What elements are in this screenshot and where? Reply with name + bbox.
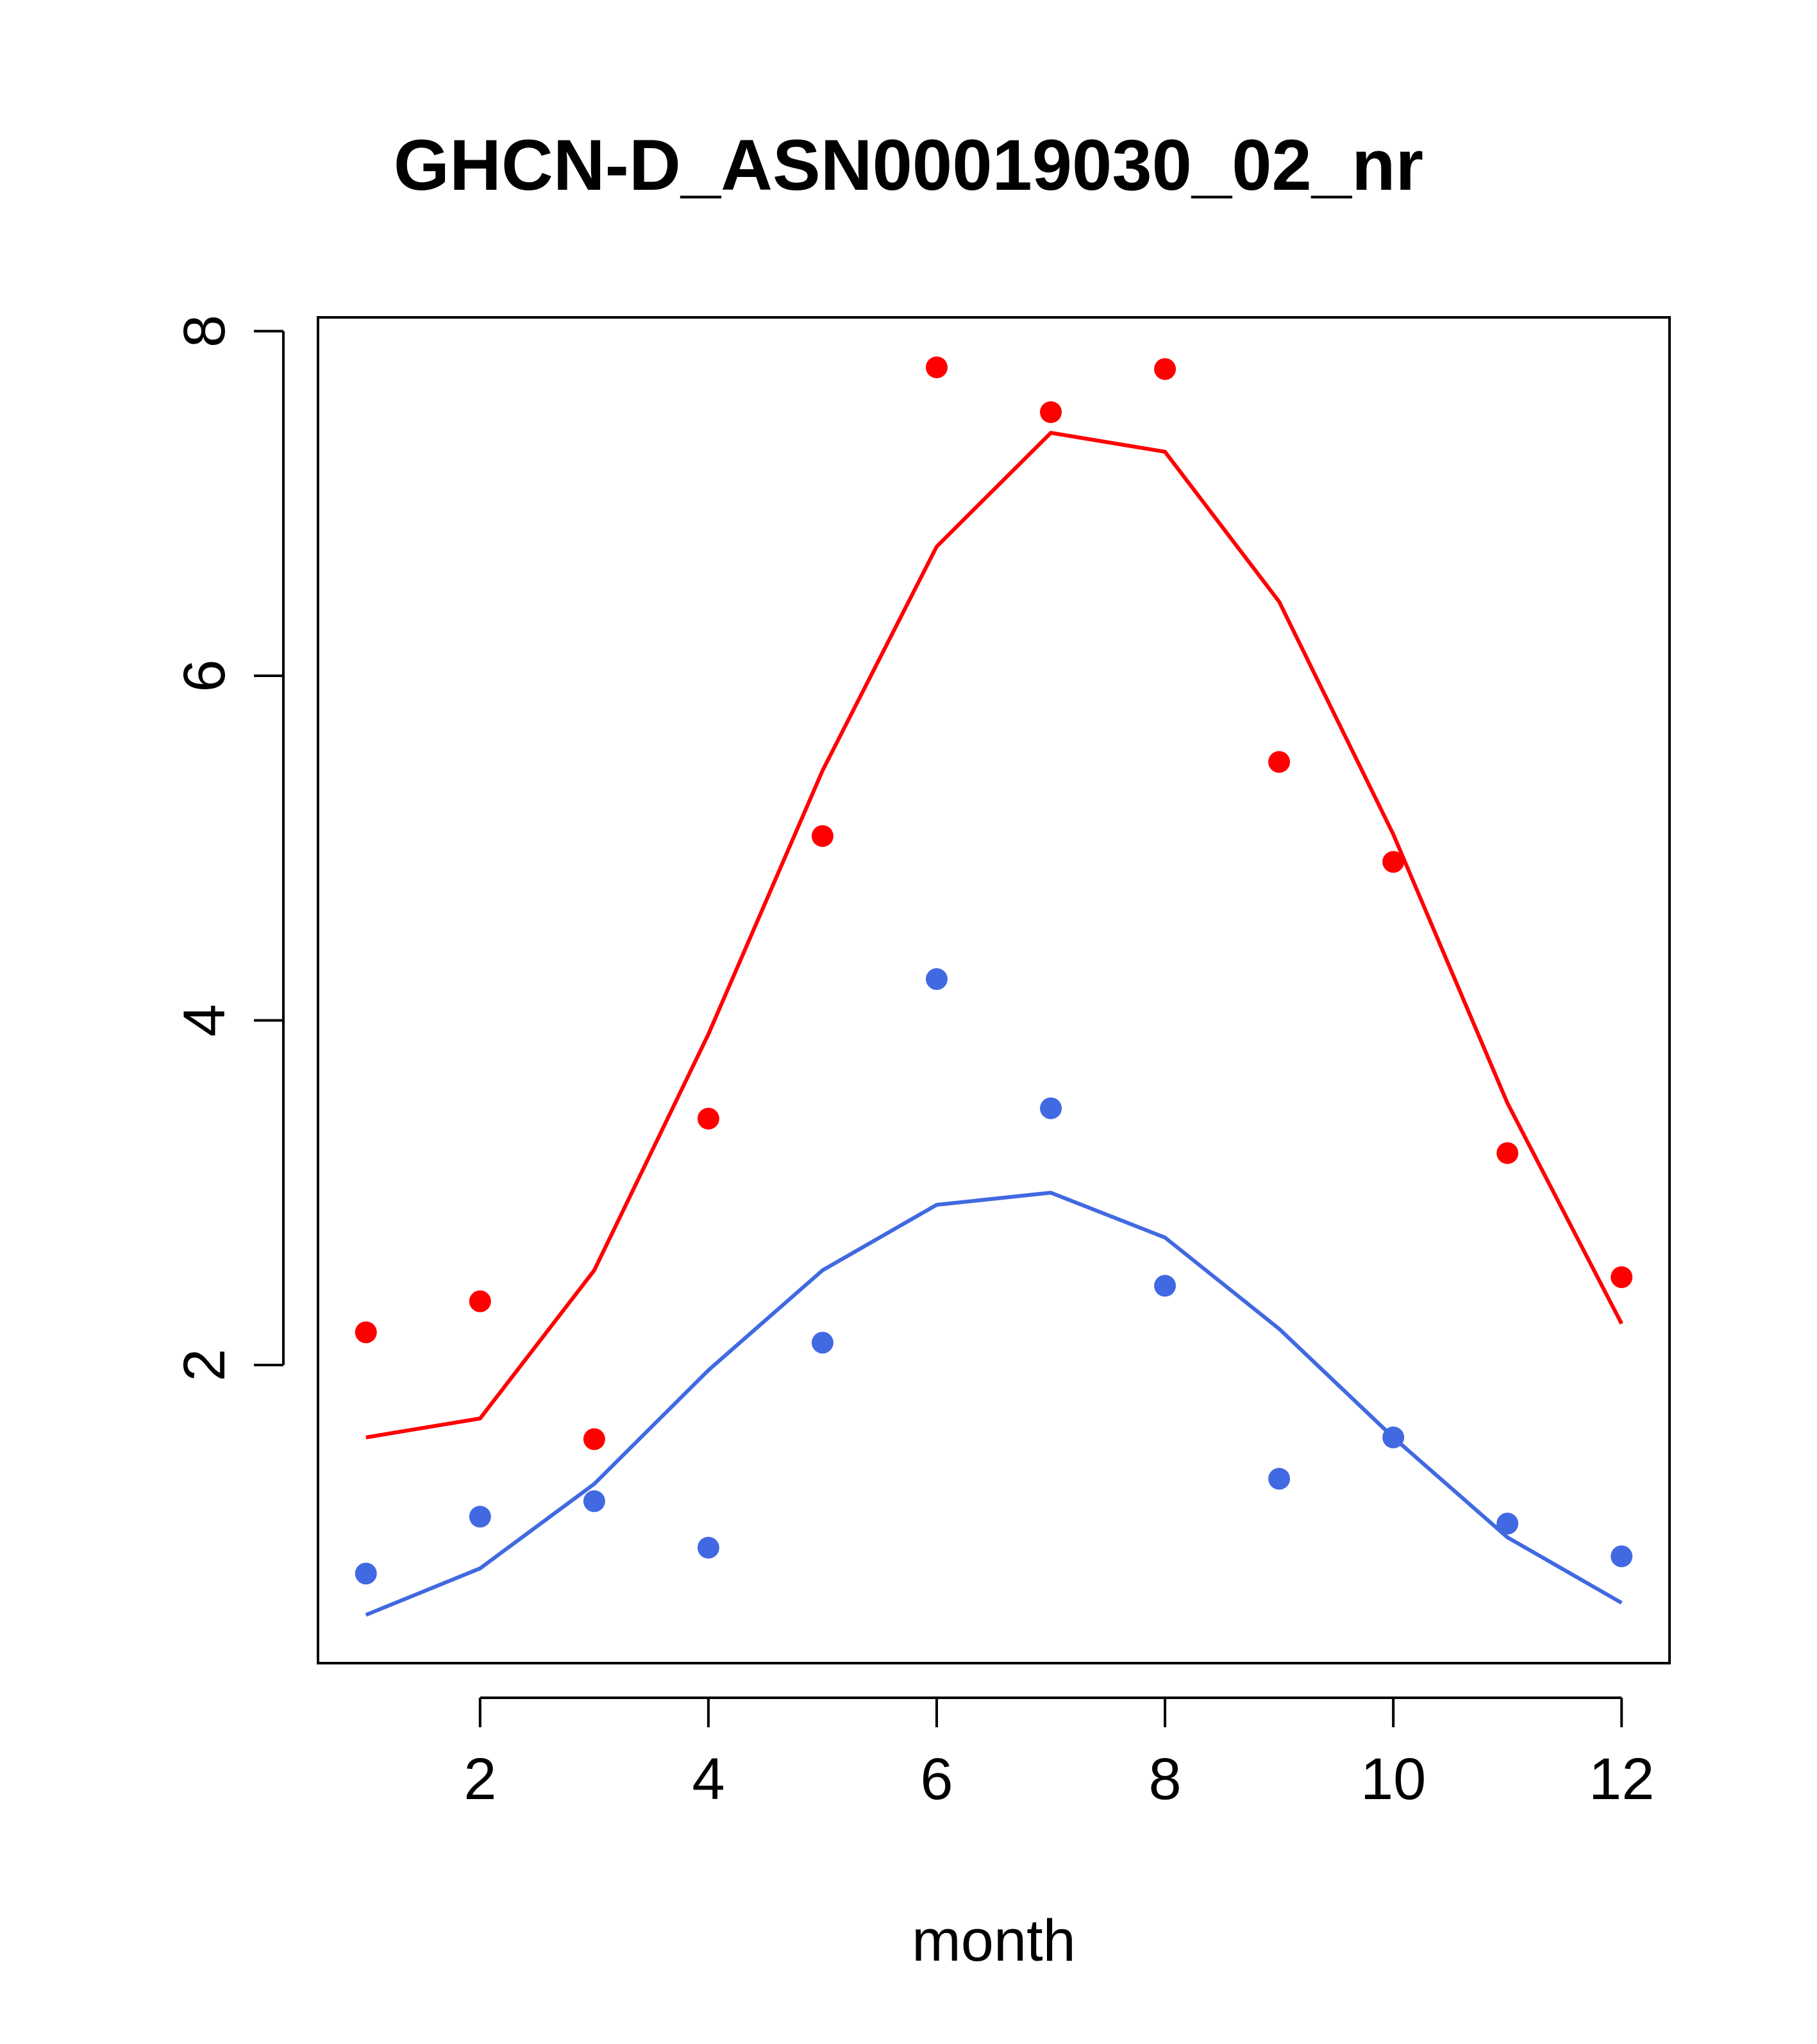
- y-tick-label: 8: [172, 315, 237, 348]
- series-1-point: [1496, 1142, 1519, 1164]
- series-1-point: [1154, 358, 1176, 380]
- series-1-point: [1040, 401, 1062, 423]
- series-2-point: [811, 1332, 833, 1354]
- x-tick-label: 6: [920, 1747, 953, 1812]
- series-1-point: [697, 1107, 719, 1130]
- x-tick-label: 12: [1589, 1747, 1654, 1812]
- series-2-point: [469, 1505, 491, 1528]
- x-tick-label: 4: [692, 1747, 724, 1812]
- series-2-point: [1611, 1545, 1633, 1568]
- series-1-point: [1611, 1266, 1633, 1288]
- plot-area: [317, 316, 1671, 1664]
- series-2-point: [1382, 1426, 1405, 1448]
- series-1-point: [925, 356, 948, 378]
- series-layer: [355, 356, 1633, 1617]
- series-1-point: [1382, 851, 1405, 873]
- y-tick-label: 2: [172, 1348, 237, 1381]
- series-1-point: [469, 1290, 491, 1312]
- series-1-point: [1268, 751, 1291, 773]
- series-2-point: [1154, 1275, 1176, 1297]
- x-axis-label: month: [912, 1908, 1076, 1973]
- x-tick-label: 10: [1361, 1747, 1426, 1812]
- y-axis: 2 4 6 8: [172, 315, 285, 1382]
- series-1-point: [355, 1321, 377, 1343]
- series-2-point: [355, 1562, 377, 1585]
- series-1-line: [365, 431, 1623, 1439]
- x-axis: 2 4 6 8 10 12: [464, 1696, 1654, 1812]
- y-tick-label: 4: [172, 1004, 237, 1037]
- series-2-point: [1496, 1512, 1519, 1535]
- series-2-point: [697, 1536, 719, 1559]
- x-tick-label: 8: [1148, 1747, 1181, 1812]
- x-tick-label: 2: [464, 1747, 496, 1812]
- series-2-point: [925, 968, 948, 991]
- series-2-line: [365, 1191, 1623, 1617]
- chart-title: GHCN-D_ASN00019030_02_nr: [394, 125, 1423, 205]
- series-2-point: [1268, 1468, 1291, 1490]
- series-1-point: [583, 1428, 605, 1450]
- series-2-point: [1040, 1097, 1062, 1119]
- series-2-point: [583, 1490, 605, 1512]
- series-1-point: [811, 825, 833, 847]
- y-tick-label: 6: [172, 659, 237, 692]
